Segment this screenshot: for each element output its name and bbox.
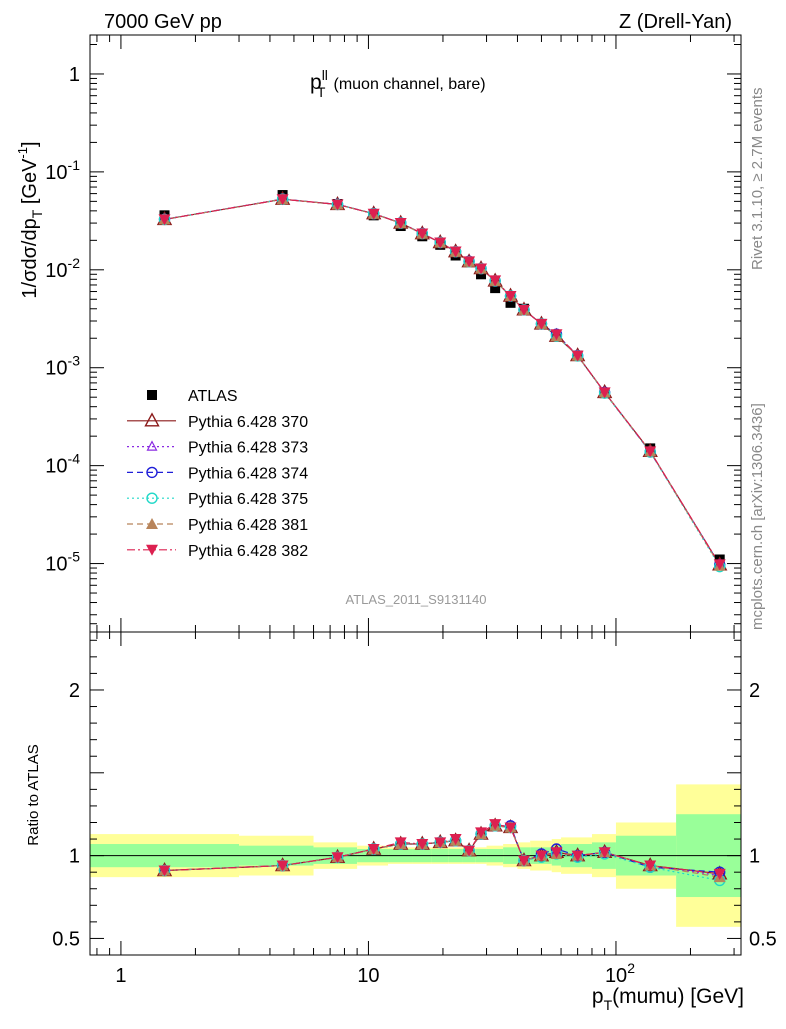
title-sup: ll — [322, 67, 328, 83]
y-axis-title-top: 1/σdσ/dpT [GeV-1] — [15, 141, 45, 298]
ratio-point — [434, 837, 447, 849]
legend-marker — [144, 412, 160, 427]
data-point — [331, 199, 344, 211]
legend-marker — [146, 440, 158, 451]
ratio-point — [475, 827, 488, 839]
ratio-point — [517, 855, 530, 867]
y-tick-label: 0.5 — [52, 928, 80, 950]
data-point — [475, 263, 488, 275]
x-tick-label: 102 — [605, 960, 635, 987]
data-point — [449, 246, 462, 258]
y-tick-label: 10-2 — [45, 255, 80, 282]
legend-marker — [147, 390, 157, 400]
header-right: Z (Drell-Yan) — [619, 11, 732, 33]
ratio-point — [550, 847, 563, 859]
legend-marker — [146, 466, 158, 479]
ratio-point — [158, 865, 171, 877]
data-point — [505, 297, 516, 308]
x-tick-label: 10 — [357, 965, 379, 987]
series-line-top — [164, 198, 721, 566]
title-main: p — [310, 71, 322, 94]
legend: ATLAS Pythia 6.428 370 Pythia 6.428 373 Pyt… — [127, 388, 308, 560]
ratio-point — [367, 843, 380, 855]
ratio-point — [713, 868, 726, 880]
axis-ticks: 1 10 102 1 10-1 10-2 10-3 10-4 10-5 0.5 0.5 1 1 2 2 — [45, 35, 777, 987]
data-point — [394, 217, 407, 229]
data-series — [164, 198, 721, 882]
legend-label: Pythia 6.428 373 — [188, 440, 308, 457]
series-line-top — [164, 198, 721, 567]
ratio-point — [571, 850, 584, 862]
data-point — [504, 291, 517, 303]
legend-label: ATLAS — [188, 388, 238, 405]
data-markers — [156, 190, 728, 887]
x-tick-label: 1 — [115, 965, 126, 987]
uncertainty-bands — [90, 784, 741, 927]
ratio-point — [598, 847, 611, 859]
legend-marker — [146, 492, 158, 504]
ratio-point — [394, 837, 407, 849]
y-tick-label: 0.5 — [749, 928, 777, 950]
y-tick-label: 2 — [69, 680, 80, 702]
legend-label: Pythia 6.428 381 — [188, 517, 308, 534]
ratio-point — [449, 834, 462, 846]
data-point — [434, 237, 447, 249]
ratio-point — [504, 822, 517, 834]
data-point — [490, 283, 501, 294]
data-point — [367, 208, 380, 220]
y-tick-label: 2 — [749, 680, 760, 702]
data-point — [416, 228, 429, 240]
data-point — [517, 304, 530, 316]
y-tick-label: 10-4 — [45, 451, 80, 478]
data-point — [598, 387, 611, 399]
ratio-point — [416, 839, 429, 851]
series-line-top — [164, 198, 721, 565]
legend-label: Pythia 6.428 382 — [188, 543, 308, 560]
bottom-plot-frame — [89, 631, 742, 956]
data-point — [276, 194, 289, 206]
main-title: pll T (muon channel, bare) — [310, 67, 486, 100]
data-point — [571, 350, 584, 362]
legend-label: Pythia 6.428 375 — [188, 491, 308, 508]
legend-label: Pythia 6.428 370 — [188, 414, 308, 431]
data-point — [644, 446, 657, 458]
ratio-point — [535, 850, 548, 862]
y-tick-label: 10-5 — [45, 549, 80, 576]
header-left: 7000 GeV pp — [104, 11, 222, 33]
title-sub: T — [317, 84, 326, 100]
y-tick-label: 1 — [69, 846, 80, 868]
series-line-top — [164, 198, 721, 567]
ratio-point — [276, 860, 289, 872]
side-label-top: Rivet 3.1.10, ≥ 2.7M events — [749, 88, 766, 271]
y-tick-label: 10-1 — [45, 157, 80, 184]
data-point — [158, 214, 171, 226]
x-axis-title: pT(mumu) [GeV] — [592, 985, 744, 1013]
ratio-point — [644, 860, 657, 872]
data-point — [713, 559, 726, 571]
series-line-top — [164, 198, 721, 566]
data-point — [535, 318, 548, 330]
y-tick-label: 1 — [749, 846, 760, 868]
ratio-point — [463, 845, 476, 857]
title-rest: (muon channel, bare) — [333, 76, 485, 93]
data-point — [463, 256, 476, 268]
legend-marker — [146, 518, 158, 529]
legend-marker — [146, 544, 158, 556]
side-label-bottom: mcplots.cern.ch [arXiv:1306.3436] — [749, 403, 766, 630]
y-tick-label: 1 — [69, 64, 80, 86]
data-point — [550, 329, 563, 341]
data-point — [489, 275, 502, 287]
ratio-point — [331, 852, 344, 864]
y-tick-label: 10-3 — [45, 353, 80, 380]
watermark: ATLAS_2011_S9131140 — [346, 592, 487, 607]
y-axis-title-bottom: Ratio to ATLAS — [25, 744, 42, 845]
series-line-top — [164, 198, 721, 566]
ratio-point — [489, 819, 502, 831]
legend-label: Pythia 6.428 374 — [188, 465, 308, 482]
